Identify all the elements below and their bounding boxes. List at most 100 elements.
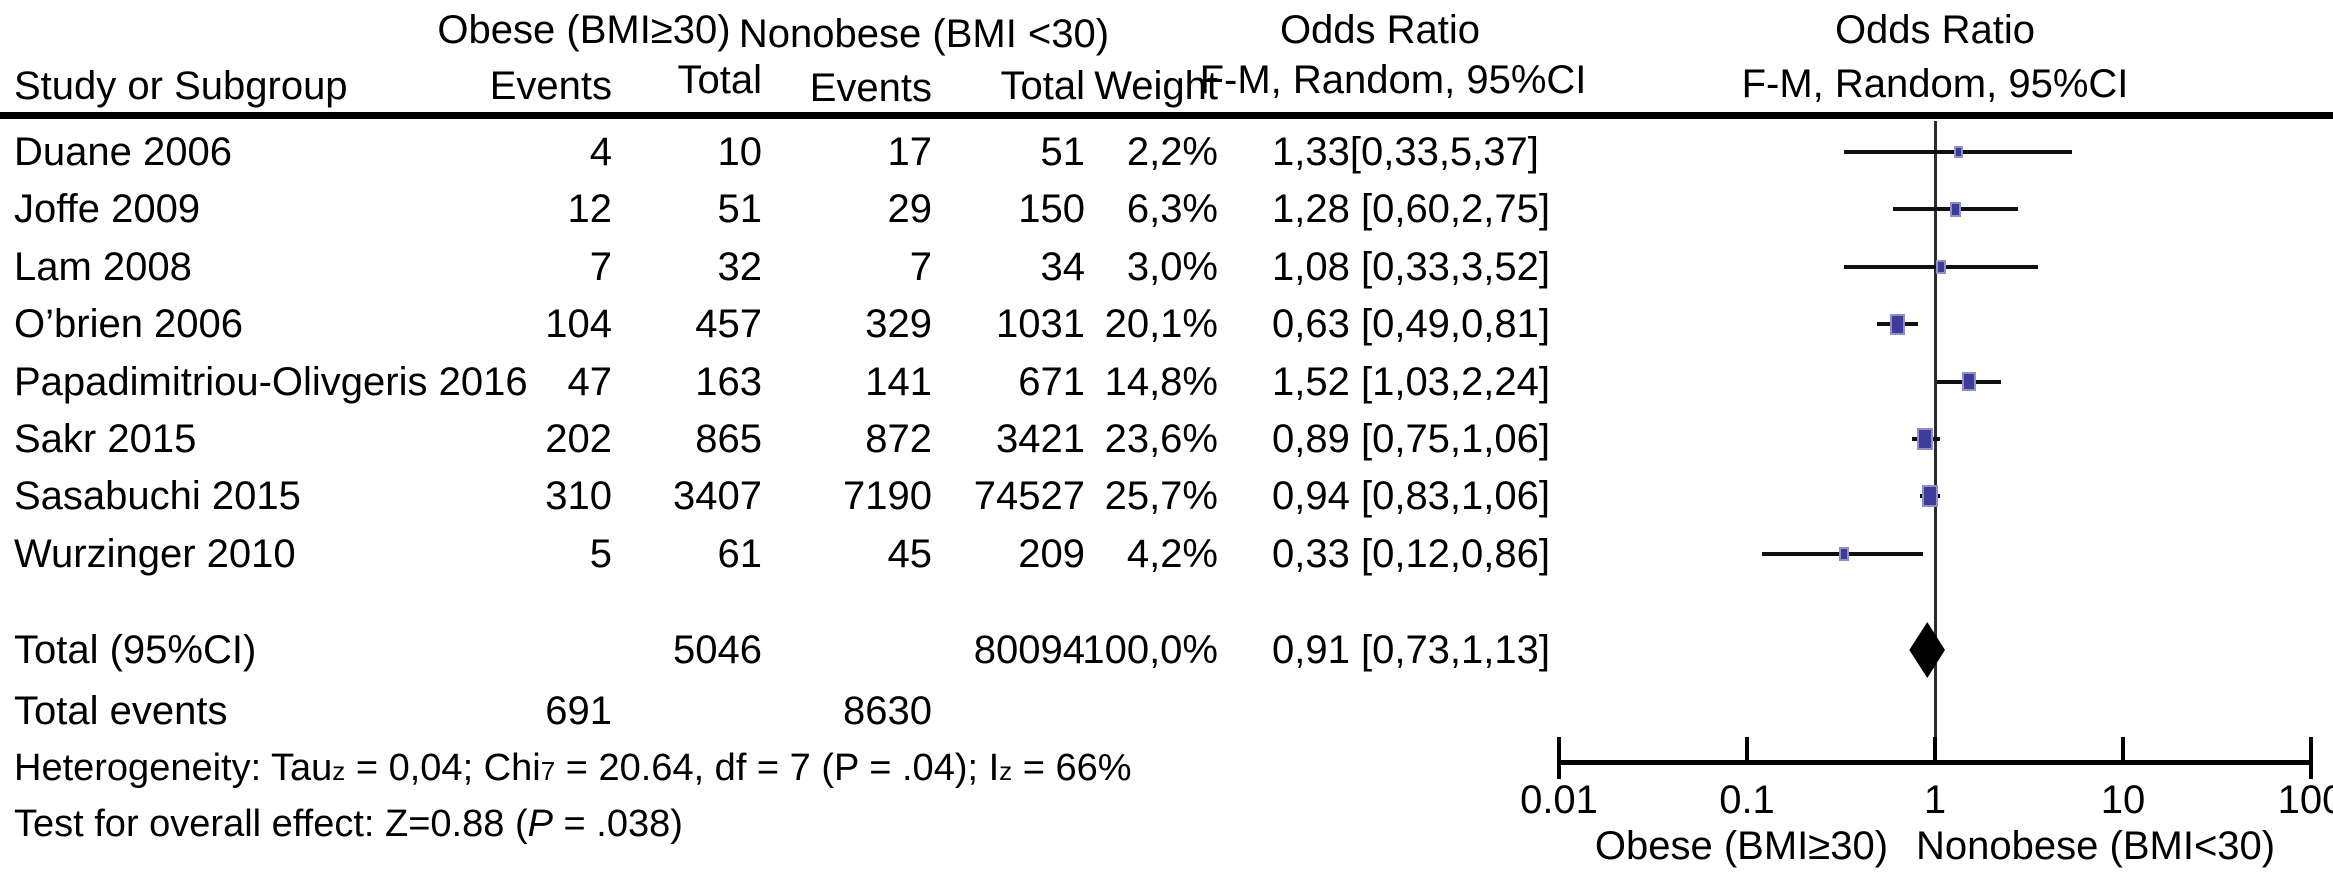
total-nonobese-value: 74527	[973, 474, 1085, 519]
overall-effect-note: Test for overall effect: Z=0.88 (P = .03…	[14, 803, 683, 845]
ci-text: 0,94 [0,83,1,06]	[1272, 474, 1551, 519]
weight-value: 3,0%	[1126, 244, 1218, 289]
method-header-left: F-M, Random, 95%CI	[1199, 58, 1587, 102]
events-nonobese-value: 7190	[843, 474, 932, 519]
column-header-total-nonobese: Total	[1000, 64, 1086, 108]
effect-marker	[1917, 428, 1934, 450]
events-obese-value: 12	[567, 187, 613, 232]
study-label: Duane 2006	[14, 130, 232, 174]
column-header-study: Study or Subgroup	[14, 64, 348, 108]
ci-text: 0,89 [0,75,1,06]	[1272, 417, 1551, 461]
weight-value: 25,7%	[1104, 474, 1218, 519]
weight-value: 2,2%	[1126, 130, 1218, 174]
axis-tick-label: 10	[2100, 778, 2146, 822]
total-events-label: Total events	[14, 689, 228, 733]
weight-value: 6,3%	[1126, 187, 1218, 232]
study-label: Sasabuchi 2015	[14, 474, 301, 519]
events-nonobese-value: 7	[909, 244, 932, 289]
weight-value: 23,6%	[1104, 417, 1218, 461]
total-events-obese: 691	[545, 689, 612, 733]
group-header-obese: Obese (BMI≥30)	[437, 8, 731, 52]
ci-text: 0,63 [0,49,0,81]	[1272, 302, 1551, 347]
total-obese-value: 51	[717, 187, 763, 232]
total-obese-value: 3407	[673, 474, 762, 519]
study-label: Joffe 2009	[14, 187, 201, 232]
study-label: Sakr 2015	[14, 417, 197, 461]
events-obese-value: 104	[545, 302, 612, 347]
effect-marker	[1953, 146, 1963, 158]
total-obese-value: 163	[695, 359, 762, 404]
events-obese-value: 310	[545, 474, 612, 519]
total-nonobese-sum: 80094	[973, 628, 1085, 672]
axis-tick-label: 0.1	[1719, 778, 1775, 822]
ci-text: 1,08 [0,33,3,52]	[1272, 244, 1551, 289]
events-obese-value: 7	[589, 244, 612, 289]
events-nonobese-value: 45	[887, 531, 933, 576]
total-ci-text: 0,91 [0,73,1,13]	[1272, 628, 1551, 672]
total-nonobese-value: 51	[1040, 130, 1086, 174]
total-nonobese-value: 671	[1018, 359, 1085, 404]
column-header-total-obese: Total	[677, 58, 763, 102]
events-obese-value: 5	[589, 531, 612, 576]
effect-marker	[1949, 201, 1961, 217]
weight-value: 4,2%	[1126, 531, 1218, 576]
total-label: Total (95%CI)	[14, 628, 257, 672]
header-rule	[0, 112, 2333, 119]
total-nonobese-value: 209	[1018, 531, 1085, 576]
effect-marker	[1921, 485, 1938, 508]
odds-ratio-header-right: Odds Ratio	[1834, 8, 2036, 52]
total-nonobese-value: 1031	[996, 302, 1085, 347]
study-label: Wurzinger 2010	[14, 531, 296, 576]
effect-marker	[1962, 372, 1977, 392]
effect-marker	[1889, 313, 1905, 335]
method-header-right: F-M, Random, 95%CI	[1741, 62, 2129, 106]
events-nonobese-value: 17	[887, 130, 933, 174]
total-obese-value: 865	[695, 417, 762, 461]
null-effect-line	[1933, 121, 1937, 763]
effect-marker	[1839, 546, 1850, 561]
total-weight: 100,0%	[1082, 628, 1218, 672]
column-header-events-obese: Events	[489, 64, 612, 108]
axis-tick	[1557, 737, 1561, 779]
events-nonobese-value: 29	[887, 187, 933, 232]
ci-text: 1,28 [0,60,2,75]	[1272, 187, 1551, 232]
events-nonobese-value: 329	[865, 302, 932, 347]
axis-tick-label: 0.01	[1520, 778, 1598, 822]
events-obese-value: 47	[567, 359, 613, 404]
axis-tick-label: 100	[2277, 778, 2333, 822]
axis-tick	[1745, 737, 1749, 762]
axis-caption: Obese (BMI≥30) Nonobese (BMI<30)	[1595, 824, 2275, 869]
ci-text: 1,33[0,33,5,37]	[1272, 130, 1539, 174]
total-obese-sum: 5046	[673, 628, 762, 672]
axis-tick-label: 1	[1923, 778, 1947, 822]
column-header-weight: Weight	[1094, 64, 1218, 108]
axis-tick	[2309, 737, 2313, 779]
heterogeneity-note: Heterogeneity: Tauz = 0,04; Chi7 = 20.64…	[14, 747, 1132, 789]
total-nonobese-value: 34	[1040, 244, 1086, 289]
ci-text: 1,52 [1,03,2,24]	[1272, 359, 1551, 404]
events-nonobese-value: 872	[865, 417, 932, 461]
total-obese-value: 32	[717, 244, 763, 289]
study-label: Papadimitriou-Olivgeris 2016	[14, 359, 528, 404]
ci-text: 0,33 [0,12,0,86]	[1272, 531, 1551, 576]
events-obese-value: 4	[589, 130, 612, 174]
total-nonobese-value: 150	[1018, 187, 1085, 232]
x-axis-line	[1557, 760, 2313, 765]
odds-ratio-header-left: Odds Ratio	[1279, 8, 1481, 52]
effect-marker	[1936, 259, 1947, 274]
total-events-nonobese: 8630	[843, 689, 932, 733]
axis-tick	[1933, 737, 1937, 762]
study-label: Lam 2008	[14, 244, 192, 289]
axis-caption-left: Obese (BMI≥30)	[1594, 824, 1889, 868]
group-header-nonobese: Nonobese (BMI <30)	[738, 12, 1110, 56]
axis-caption-right: Nonobese (BMI<30)	[1916, 824, 2276, 868]
axis-tick	[2121, 737, 2125, 762]
total-obese-value: 10	[717, 130, 763, 174]
events-nonobese-value: 141	[865, 359, 932, 404]
study-label: O’brien 2006	[14, 302, 244, 347]
column-header-events-nonobese: Events	[809, 66, 932, 110]
total-obese-value: 457	[695, 302, 762, 347]
weight-value: 20,1%	[1104, 302, 1218, 347]
events-obese-value: 202	[545, 417, 612, 461]
